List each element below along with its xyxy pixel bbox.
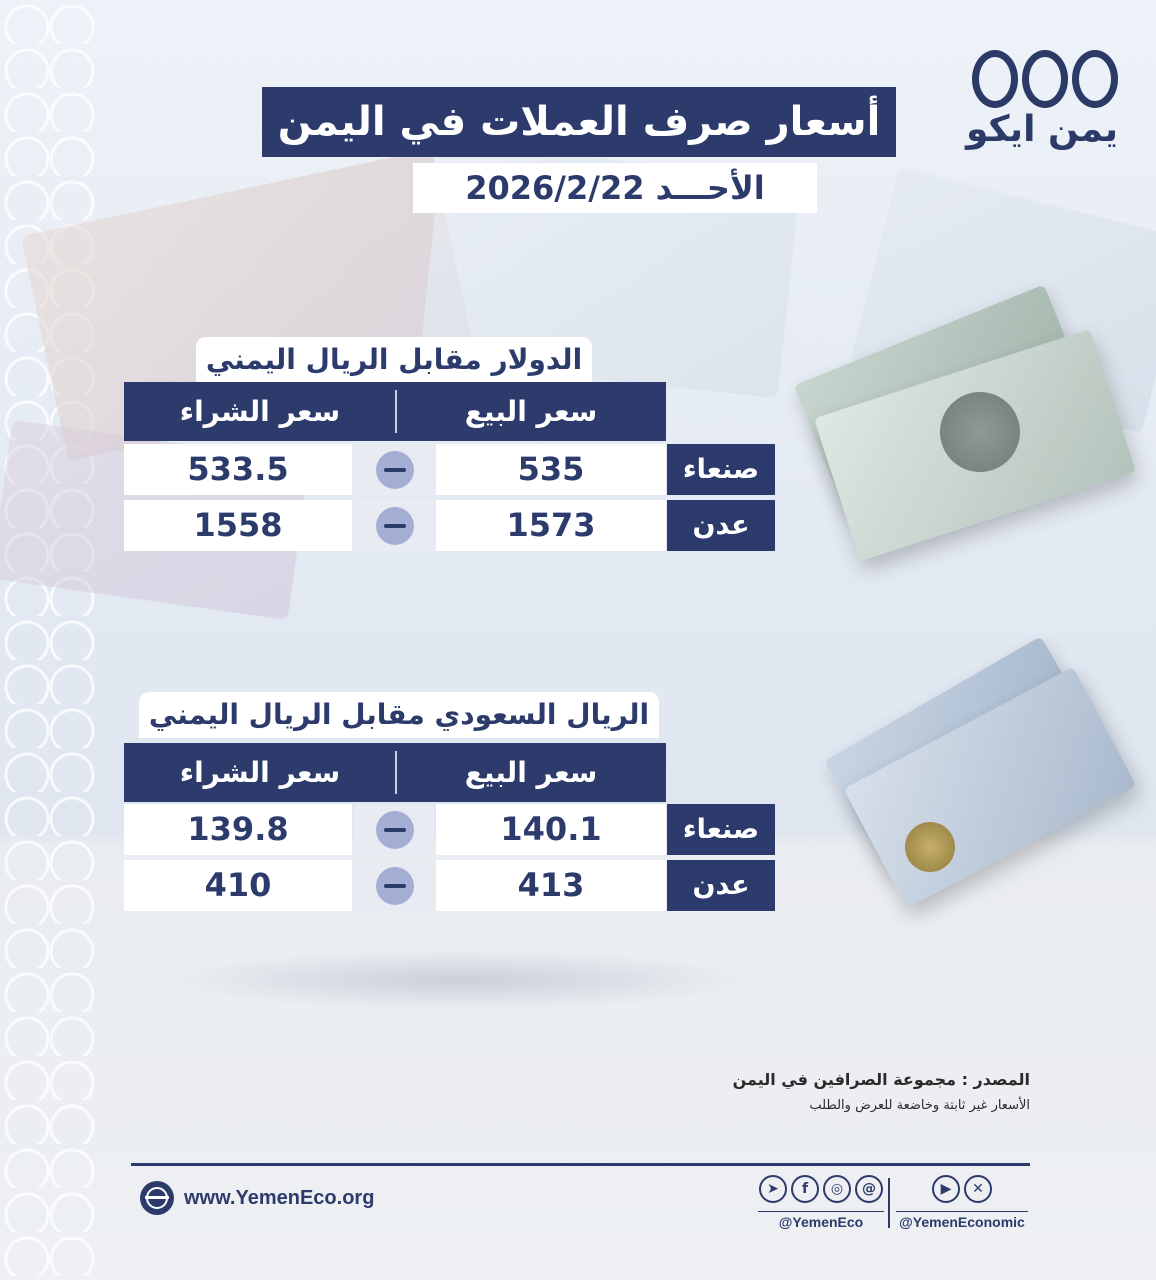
table-row: 1558 1573 عدن xyxy=(124,500,775,551)
social-handle[interactable]: @YemenEconomic xyxy=(896,1211,1028,1230)
footer-divider xyxy=(131,1163,1030,1166)
brand-logo: يمن ايكو xyxy=(962,50,1118,151)
city-label: عدن xyxy=(667,500,775,551)
decorative-shadow xyxy=(170,950,750,1010)
table-row: 410 413 عدن xyxy=(124,860,775,911)
logo-text: يمن ايكو xyxy=(966,109,1118,150)
buy-price-value: 1558 xyxy=(124,500,352,551)
threads-icon[interactable]: @ xyxy=(855,1175,883,1203)
header-divider xyxy=(395,390,397,433)
facebook-icon[interactable]: f xyxy=(791,1175,819,1203)
buy-price-header: سعر الشراء xyxy=(179,395,341,428)
sell-price-header: سعر البيع xyxy=(464,756,598,789)
disclaimer-line: الأسعار غير ثابتة وخاضعة للعرض والطلب xyxy=(809,1098,1030,1113)
source-line: المصدر : مجموعة الصرافين في اليمن xyxy=(732,1070,1030,1089)
social-group-secondary: ▶ ✕ @YemenEconomic xyxy=(896,1175,1028,1230)
minus-icon xyxy=(376,507,414,545)
buy-price-header: سعر الشراء xyxy=(179,756,341,789)
table-row: 533.5 535 صنعاء xyxy=(124,444,775,495)
header-divider xyxy=(395,751,397,794)
buy-price-value: 533.5 xyxy=(124,444,352,495)
page-date: الأحـــد 2026/2/22 xyxy=(413,163,817,213)
globe-icon xyxy=(140,1181,174,1215)
telegram-icon[interactable]: ➤ xyxy=(759,1175,787,1203)
buy-price-value: 410 xyxy=(124,860,352,911)
website-url[interactable]: www.YemenEco.org xyxy=(184,1186,375,1209)
table-row: 139.8 140.1 صنعاء xyxy=(124,804,775,855)
youtube-icon[interactable]: ▶ xyxy=(932,1175,960,1203)
instagram-icon[interactable]: ◎ xyxy=(823,1175,851,1203)
x-icon[interactable]: ✕ xyxy=(964,1175,992,1203)
sar-table-header: سعر الشراء سعر البيع xyxy=(124,743,666,802)
usd-table-header: سعر الشراء سعر البيع xyxy=(124,382,666,441)
minus-icon xyxy=(376,867,414,905)
usd-table-title: الدولار مقابل الريال اليمني xyxy=(196,337,592,383)
city-label: عدن xyxy=(667,860,775,911)
city-label: صنعاء xyxy=(667,804,775,855)
sell-price-value: 1573 xyxy=(436,500,666,551)
social-divider xyxy=(888,1178,890,1228)
riyal-emblem-image xyxy=(905,822,955,872)
sell-price-value: 535 xyxy=(436,444,666,495)
social-handle[interactable]: @YemenEco xyxy=(758,1211,884,1230)
minus-icon xyxy=(376,811,414,849)
website-link[interactable]: www.YemenEco.org xyxy=(140,1180,374,1216)
decorative-ring-pattern xyxy=(0,0,110,1280)
social-group-primary: ➤ f ◎ @ @YemenEco xyxy=(758,1175,884,1230)
source-note: المصدر : مجموعة الصرافين في اليمن الأسعا… xyxy=(630,1068,1030,1120)
logo-rings-icon xyxy=(962,50,1118,108)
sar-table-title: الريال السعودي مقابل الريال اليمني xyxy=(139,692,659,738)
sell-price-header: سعر البيع xyxy=(464,395,598,428)
sell-price-value: 140.1 xyxy=(436,804,666,855)
buy-price-value: 139.8 xyxy=(124,804,352,855)
page-title: أسعار صرف العملات في اليمن xyxy=(262,87,896,157)
city-label: صنعاء xyxy=(667,444,775,495)
minus-icon xyxy=(376,451,414,489)
sell-price-value: 413 xyxy=(436,860,666,911)
